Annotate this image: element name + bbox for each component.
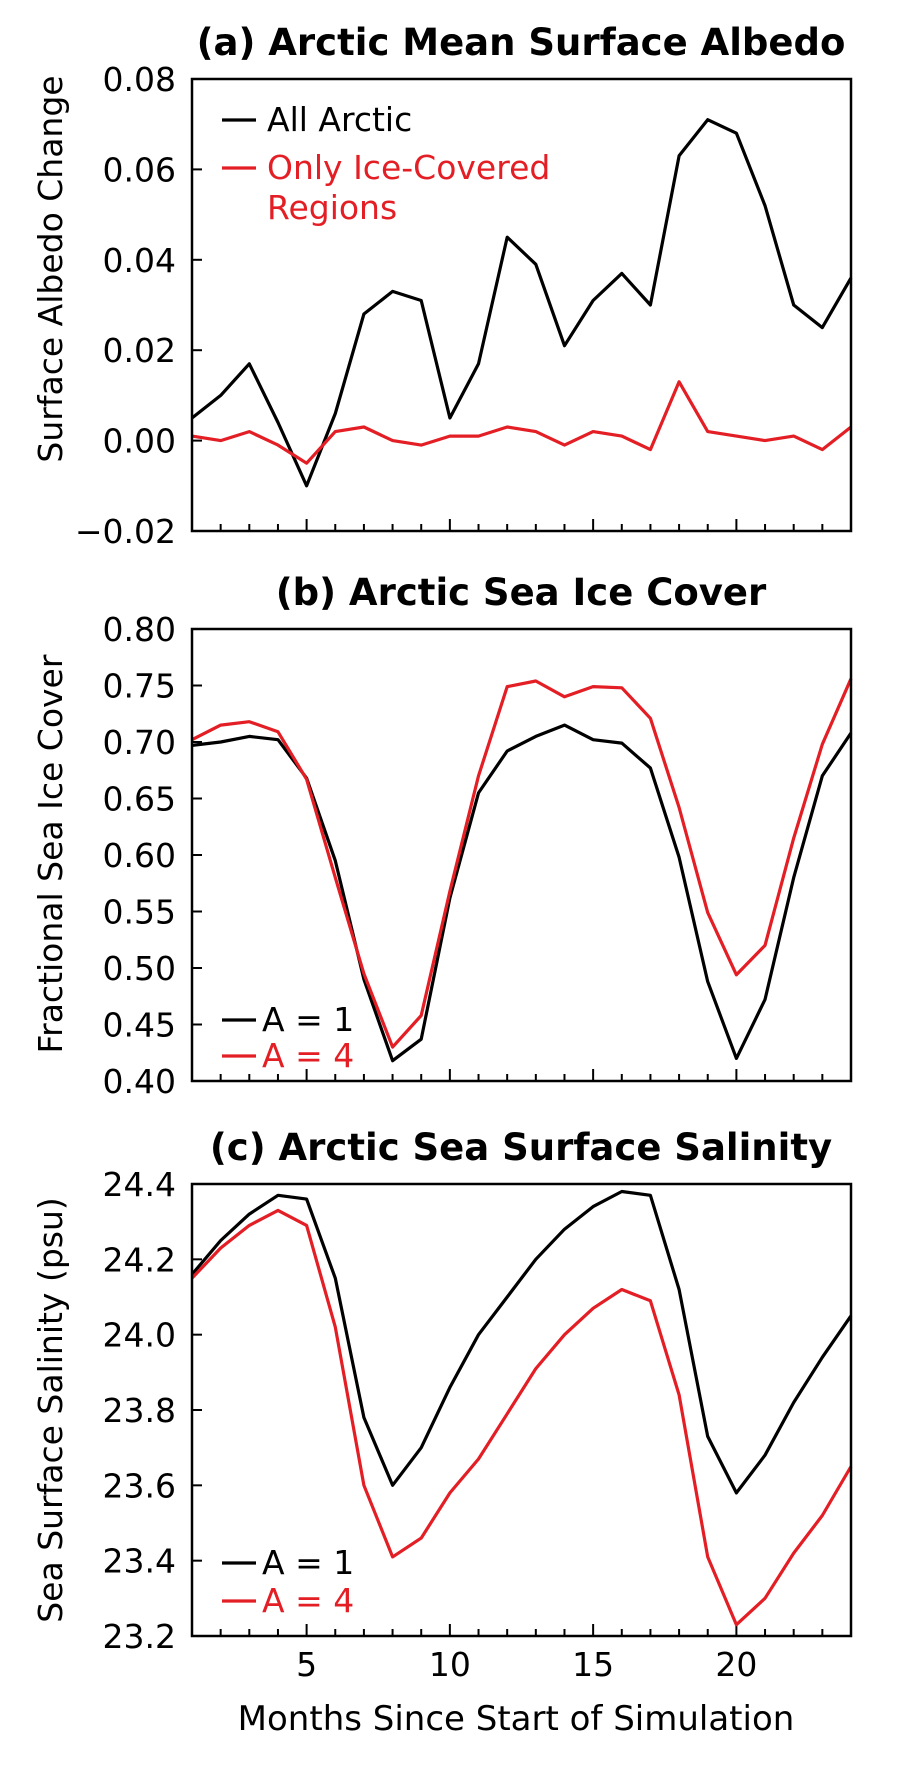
y-tick-label: 0.55 [103, 893, 176, 932]
series-line-black [191, 118, 853, 488]
panel-b-title: (b) Arctic Sea Ice Cover [276, 571, 767, 614]
y-tick-label: 0.80 [103, 610, 176, 649]
y-tick-label: 0.02 [103, 331, 176, 370]
y-tick-label: 24.0 [103, 1316, 176, 1355]
y-tick-label: 0.45 [103, 1006, 176, 1045]
y-tick-label: 24.4 [103, 1165, 176, 1204]
y-tick-label: 0.75 [103, 667, 176, 706]
panel-a-xticks [191, 519, 852, 531]
panel-a-ylabel: Surface Albedo Change [31, 75, 70, 462]
panel-a-yticks: 0.08 0.06 0.04 0.02 0.00 −0.02 [75, 60, 202, 551]
panel-b-ylabel: Fractional Sea Ice Cover [31, 654, 70, 1053]
panel-c-series [190, 1189, 853, 1627]
panel-b-yticks: 0.80 0.75 0.70 0.65 0.60 0.55 0.50 0.45 0.40 [103, 610, 202, 1101]
panel-a-title: (a) Arctic Mean Surface Albedo [197, 21, 846, 64]
series-line-red [190, 1208, 853, 1627]
x-tick-label: 15 [572, 1645, 614, 1684]
legend-label-a4: A = 4 [262, 1581, 354, 1620]
legend-label-ice-covered: Only Ice-Covered Regions [267, 148, 561, 227]
panel-c-legend: A = 1 A = 4 [222, 1543, 354, 1620]
panel-c-yticks: 24.4 24.2 24.0 23.8 23.6 23.4 23.2 [103, 1165, 202, 1656]
legend-label-ice-covered-line1: Only Ice-Covered [267, 148, 550, 187]
panel-b-frame [190, 627, 853, 1083]
x-tick-label: 20 [715, 1645, 757, 1684]
legend-label-a4: A = 4 [262, 1036, 354, 1075]
y-tick-label: 23.2 [103, 1617, 176, 1656]
legend-label-ice-covered-line2: Regions [267, 188, 397, 227]
x-tick-label: 10 [429, 1645, 471, 1684]
panel-a-series [191, 118, 853, 488]
y-tick-label: 0.08 [103, 60, 176, 99]
panel-c-ylabel: Sea Surface Salinity (psu) [31, 1197, 70, 1623]
panel-b-series [191, 678, 853, 1063]
panel-c: (c) Arctic Sea Surface Salinity Sea Surf… [31, 1126, 853, 1739]
y-tick-label: 0.50 [103, 949, 176, 988]
y-tick-label: 0.65 [103, 780, 176, 819]
y-tick-label: 0.40 [103, 1062, 176, 1101]
panel-b: (b) Arctic Sea Ice Cover Fractional Sea … [31, 571, 853, 1101]
panel-a-legend: All Arctic Only Ice-Covered Regions [222, 100, 561, 227]
panel-b-legend: A = 1 A = 4 [222, 1000, 354, 1075]
x-axis-label: Months Since Start of Simulation [238, 1699, 795, 1739]
legend-label-a1: A = 1 [262, 1000, 354, 1039]
y-tick-label: 23.6 [103, 1466, 176, 1505]
y-tick-label: −0.02 [75, 512, 176, 551]
y-tick-label: 23.4 [103, 1542, 176, 1581]
y-tick-label: 0.06 [103, 150, 176, 189]
y-tick-label: 0.60 [103, 836, 176, 875]
y-tick-label: 24.2 [103, 1240, 176, 1279]
panel-c-xticks: 5 10 15 20 [191, 1624, 852, 1684]
panel-c-title: (c) Arctic Sea Surface Salinity [210, 1126, 832, 1169]
y-tick-label: 0.04 [103, 241, 176, 280]
legend-label-a1: A = 1 [262, 1543, 354, 1582]
y-tick-label: 23.8 [103, 1391, 176, 1430]
y-tick-label: 0.00 [103, 422, 176, 461]
series-line-red [191, 380, 852, 465]
x-tick-label: 5 [296, 1645, 317, 1684]
panel-c-frame [190, 1182, 853, 1638]
series-line-red [191, 678, 853, 1049]
legend-label-all-arctic: All Arctic [267, 100, 412, 139]
series-line-black [190, 1189, 853, 1495]
y-tick-label: 0.70 [103, 723, 176, 762]
panel-a: (a) Arctic Mean Surface Albedo Surface A… [31, 21, 853, 551]
panel-a-frame [190, 77, 853, 533]
